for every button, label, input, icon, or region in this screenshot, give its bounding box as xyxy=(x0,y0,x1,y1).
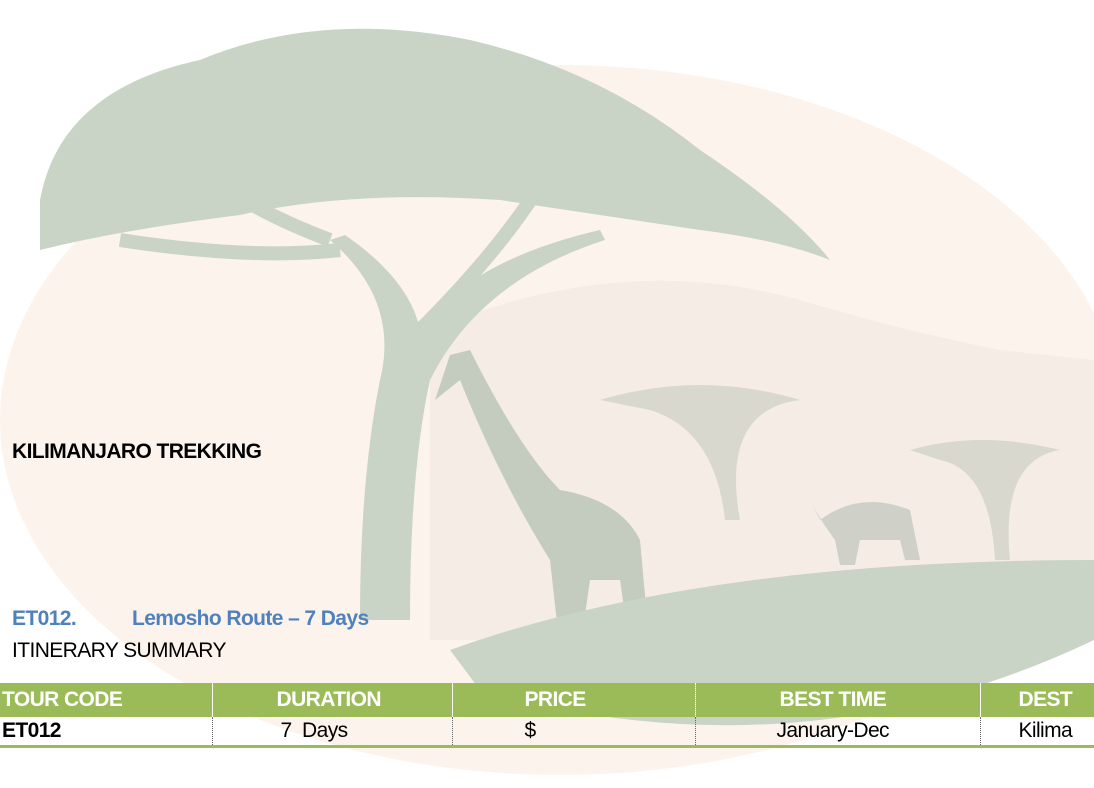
section-subtitle: ITINERARY SUMMARY xyxy=(12,639,226,663)
page-title: KILIMANJARO TREKKING xyxy=(12,440,261,464)
data-row: ET012 7 Days $ January-Dec Kilima xyxy=(0,717,1094,747)
header-row: TOUR CODE DURATION PRICE BEST TIME DEST xyxy=(0,683,1094,717)
header-cell: PRICE xyxy=(452,683,695,717)
header-cell: DEST xyxy=(980,683,1094,717)
cell: ET012 xyxy=(0,717,212,747)
tour-name: Lemosho Route – 7 Days xyxy=(132,607,369,631)
cell: Kilima xyxy=(980,717,1094,747)
header-cell: TOUR CODE xyxy=(0,683,212,717)
header-cell: BEST TIME xyxy=(695,683,980,717)
summary-table: TOUR CODE DURATION PRICE BEST TIME DEST … xyxy=(0,683,1094,748)
cell: 7 Days xyxy=(212,717,452,747)
cell: January-Dec xyxy=(695,717,980,747)
header-cell: DURATION xyxy=(212,683,452,717)
cell: $ xyxy=(452,717,695,747)
page: KILIMANJARO TREKKING ET012. Lemosho Rout… xyxy=(0,0,1094,788)
tour-code: ET012. xyxy=(12,607,76,631)
background-illustration xyxy=(0,0,1094,788)
